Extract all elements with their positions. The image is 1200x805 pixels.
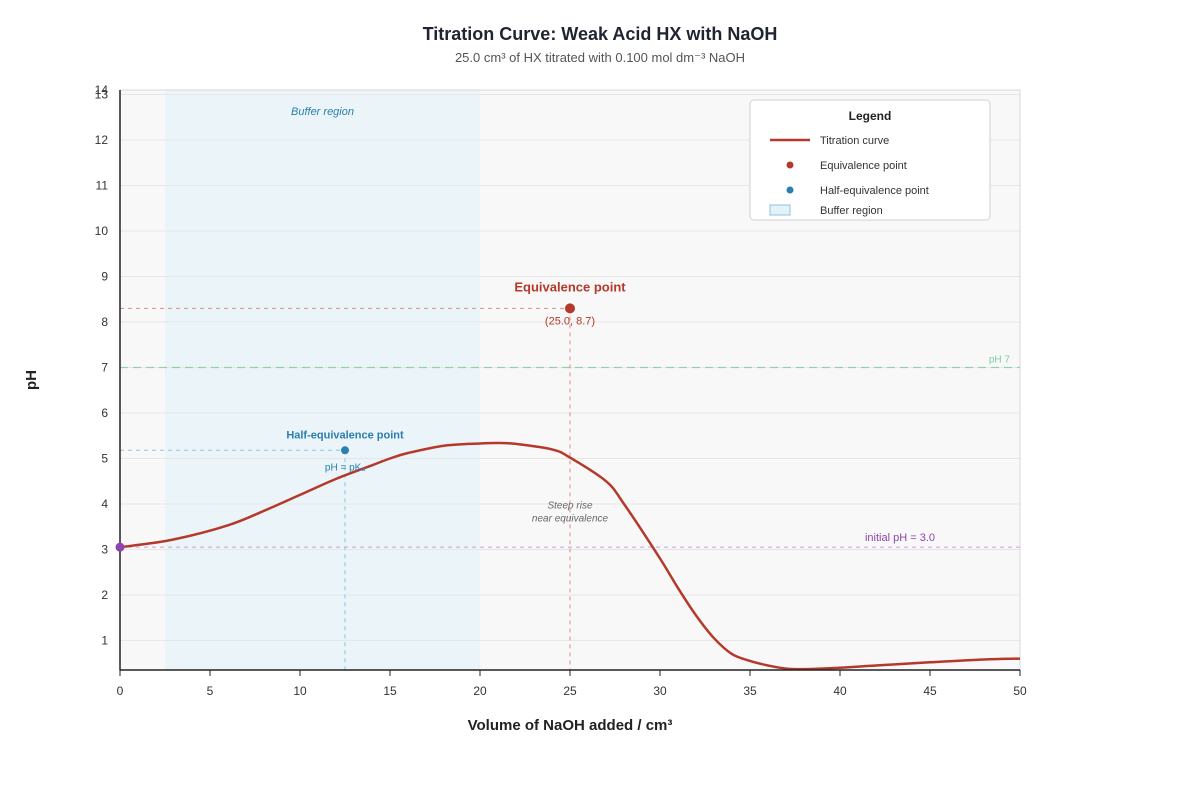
x-tick-label: 40 <box>833 684 847 698</box>
steep-rise-annotation: Steep rise <box>547 501 592 512</box>
legend-swatch-equivalence <box>786 161 794 169</box>
buffer-region-label: Buffer region <box>291 106 354 118</box>
legend-item-curve: Titration curve <box>820 135 889 147</box>
half-equivalence-point-marker <box>341 446 349 455</box>
x-tick-label: 0 <box>117 684 124 698</box>
x-tick-label: 35 <box>743 684 757 698</box>
y-tick-label: 10 <box>95 224 109 238</box>
y-tick-label: 13 <box>95 88 109 102</box>
x-axis-label: Volume of NaOH added / cm³ <box>468 717 673 734</box>
chart-subtitle: 25.0 cm³ of HX titrated with 0.100 mol d… <box>455 50 745 65</box>
y-tick-label: 5 <box>101 451 108 465</box>
buffer-region <box>165 90 480 670</box>
steep-rise-annotation: near equivalence <box>532 514 609 525</box>
x-tick-label: 50 <box>1013 684 1027 698</box>
x-tick-label: 5 <box>207 684 214 698</box>
y-tick-label: 9 <box>101 270 108 284</box>
legend-box <box>749 99 991 221</box>
y-tick-label: 2 <box>101 588 108 602</box>
half-equivalence-note: pH = pKₐ <box>325 462 365 473</box>
initial-point-marker <box>115 542 125 552</box>
legend-swatch-half-equivalence <box>786 186 794 194</box>
legend-item-equivalence: Equivalence point <box>820 160 907 172</box>
y-tick-label: 3 <box>101 542 108 556</box>
equivalence-point-label: Equivalence point <box>514 279 626 294</box>
legend-item-buffer: Buffer region <box>820 205 883 217</box>
initial-ph-label: initial pH = 3.0 <box>865 532 935 544</box>
x-tick-label: 20 <box>473 684 487 698</box>
x-tick-label: 25 <box>563 684 577 698</box>
x-tick-label: 45 <box>923 684 937 698</box>
chart-title: Titration Curve: Weak Acid HX with NaOH <box>423 24 778 44</box>
titration-curve-line <box>119 441 1021 671</box>
legend-item-half-equivalence: Half-equivalence point <box>820 185 929 197</box>
x-tick-label: 15 <box>383 684 397 698</box>
equivalence-point-marker <box>565 303 575 314</box>
legend-swatch-buffer <box>769 204 791 216</box>
y-tick-label: 4 <box>101 497 108 511</box>
y-tick-label: 11 <box>96 179 109 193</box>
y-tick-label: 7 <box>101 360 108 374</box>
y-tick-label: 6 <box>101 406 108 420</box>
half-equivalence-point-label: Half-equivalence point <box>286 429 404 441</box>
x-axis-ticks: 0 5 10 15 20 25 30 35 40 45 50 <box>117 670 1027 698</box>
x-tick-label: 30 <box>653 684 667 698</box>
y-tick-label: 14 <box>95 83 109 97</box>
legend: Legend Titration curve Equivalence point… <box>749 99 991 221</box>
y-tick-label: 8 <box>101 315 108 329</box>
y-tick-label: 1 <box>101 633 108 647</box>
ph7-reference-label: pH 7 <box>989 354 1011 365</box>
y-axis-label: pH <box>23 370 40 390</box>
point-markers: Equivalence point (25.0, 8.7) Half-equival… <box>115 279 626 552</box>
reference-lines: pH 7 initial pH = 3.0 <box>120 307 1020 670</box>
legend-title: Legend <box>849 109 892 123</box>
equivalence-point-coords: (25.0, 8.7) <box>545 315 595 327</box>
y-tick-label: 12 <box>95 133 109 147</box>
x-tick-label: 10 <box>293 684 307 698</box>
